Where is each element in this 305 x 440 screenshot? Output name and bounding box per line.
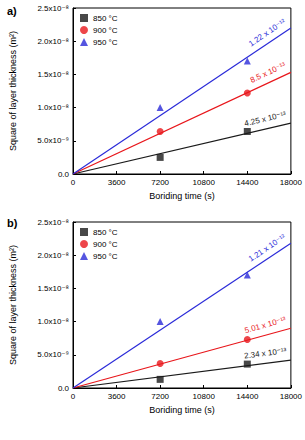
- svg-text:3600: 3600: [108, 392, 126, 401]
- svg-text:0.0: 0.0: [58, 384, 70, 393]
- svg-text:2.0x10⁻⁸: 2.0x10⁻⁸: [37, 37, 69, 46]
- svg-text:850 °C: 850 °C: [93, 14, 118, 23]
- svg-text:Square of layer thickness (m²): Square of layer thickness (m²): [8, 31, 18, 151]
- svg-text:950 °C: 950 °C: [93, 252, 118, 261]
- svg-text:900 °C: 900 °C: [93, 26, 118, 35]
- svg-text:1.0x10⁻⁸: 1.0x10⁻⁸: [37, 317, 69, 326]
- svg-text:Boriding time (s): Boriding time (s): [149, 405, 215, 415]
- svg-text:1.22 x 10⁻¹²: 1.22 x 10⁻¹²: [247, 17, 288, 48]
- svg-text:18000: 18000: [280, 178, 303, 187]
- svg-text:5.0x10⁻⁹: 5.0x10⁻⁹: [37, 136, 69, 145]
- svg-text:10800: 10800: [193, 392, 216, 401]
- svg-text:900 °C: 900 °C: [93, 240, 118, 249]
- svg-text:Boriding time (s): Boriding time (s): [149, 191, 215, 201]
- svg-text:18000: 18000: [280, 392, 303, 401]
- svg-text:8.5 x 10⁻¹³: 8.5 x 10⁻¹³: [249, 60, 287, 84]
- svg-text:950 °C: 950 °C: [93, 38, 118, 47]
- svg-text:1.21 x 10⁻¹²: 1.21 x 10⁻¹²: [247, 232, 288, 263]
- svg-text:14400: 14400: [236, 392, 259, 401]
- svg-text:7200: 7200: [151, 178, 169, 187]
- svg-text:14400: 14400: [236, 178, 259, 187]
- svg-text:0: 0: [71, 178, 76, 187]
- svg-text:0: 0: [71, 392, 76, 401]
- svg-text:7200: 7200: [151, 392, 169, 401]
- svg-text:5.01 x 10⁻¹³: 5.01 x 10⁻¹³: [244, 315, 288, 335]
- svg-text:2.5x10⁻⁸: 2.5x10⁻⁸: [37, 218, 69, 227]
- svg-text:1.0x10⁻⁸: 1.0x10⁻⁸: [37, 103, 69, 112]
- svg-text:3600: 3600: [108, 178, 126, 187]
- svg-text:5.0x10⁻⁹: 5.0x10⁻⁹: [37, 350, 69, 359]
- svg-text:850 °C: 850 °C: [93, 228, 118, 237]
- svg-text:2.34 x 10⁻¹³: 2.34 x 10⁻¹³: [244, 346, 288, 360]
- svg-text:0.0: 0.0: [58, 170, 70, 179]
- svg-text:Square of layer thickness (m²): Square of layer thickness (m²): [8, 245, 18, 365]
- svg-text:a): a): [7, 5, 17, 17]
- svg-text:1.5x10⁻⁸: 1.5x10⁻⁸: [37, 70, 69, 79]
- svg-text:1.5x10⁻⁸: 1.5x10⁻⁸: [37, 284, 69, 293]
- svg-text:2.5x10⁻⁸: 2.5x10⁻⁸: [37, 4, 69, 13]
- svg-text:4.25 x 10⁻¹³: 4.25 x 10⁻¹³: [243, 110, 287, 128]
- svg-text:b): b): [7, 217, 18, 229]
- svg-text:10800: 10800: [193, 178, 216, 187]
- svg-text:2.0x10⁻⁸: 2.0x10⁻⁸: [37, 251, 69, 260]
